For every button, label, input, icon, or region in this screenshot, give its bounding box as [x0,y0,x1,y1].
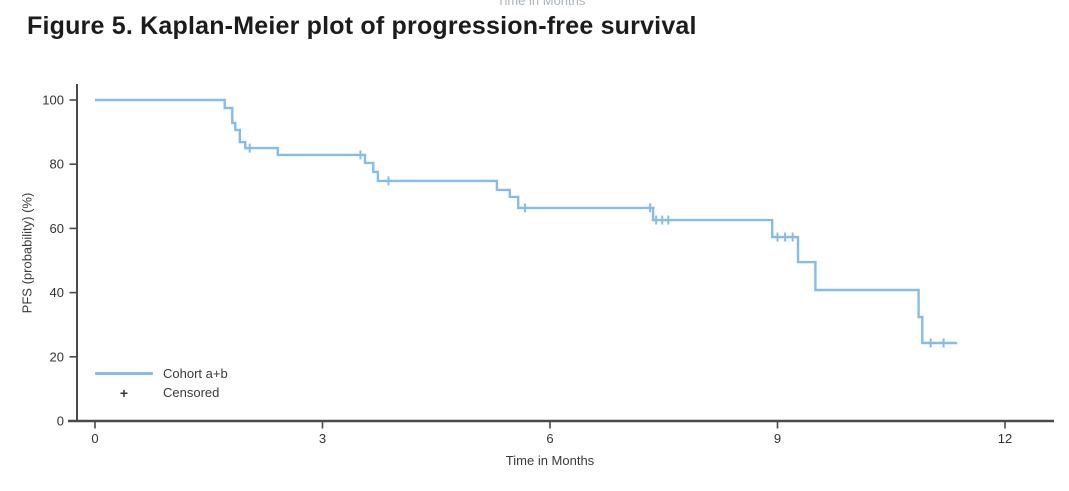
legend-swatch-cell: + [95,386,153,400]
x-tick-label: 6 [546,431,553,446]
x-tick-label: 3 [319,431,326,446]
legend-line-swatch [95,372,153,375]
y-tick-label: 0 [57,414,64,429]
legend-row-censored: + Censored [95,383,228,402]
y-tick-label: 60 [50,221,64,236]
x-tick-label: 12 [998,431,1012,446]
y-tick-label: 40 [50,285,64,300]
y-tick-label: 20 [50,349,64,364]
legend-row-cohort: Cohort a+b [95,364,228,383]
km-curve [95,98,958,345]
cropped-previous-axis-label-fragment: Time in Months [497,0,586,8]
x-tick-label: 9 [774,431,781,446]
legend-label-cohort: Cohort a+b [163,366,228,381]
legend-label-censored: Censored [163,385,220,400]
y-tick-label: 100 [42,93,64,108]
legend-plus-marker-icon: + [119,384,129,401]
figure-title: Figure 5. Kaplan-Meier plot of progressi… [27,12,697,40]
legend-swatch-cell [95,372,153,375]
y-tick-label: 80 [50,157,64,172]
x-tick-label: 0 [91,431,98,446]
y-axis-label: PFS (probability) (%) [19,192,35,314]
x-axis-label: Time in Months [505,453,595,468]
legend: Cohort a+b + Censored [95,364,228,402]
